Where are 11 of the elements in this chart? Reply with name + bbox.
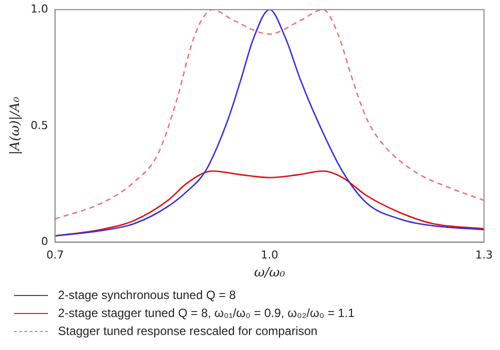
legend-label: 2-stage synchronous tuned Q = 8 (58, 288, 236, 302)
x-tick-label: 0.7 (46, 248, 64, 262)
legend-label: Stagger tuned response rescaled for comparison (58, 324, 318, 338)
x-tick-label: 1.0 (260, 248, 278, 262)
y-tick-label: 1.0 (30, 2, 48, 16)
y-tick-label: 0 (41, 235, 48, 248)
x-axis-title: ω/ω₀ (254, 266, 286, 281)
x-tick-label: 1.3 (475, 248, 493, 262)
legend-label: 2-stage stagger tuned Q = 8, ω₀₁/ω₀ = 0.9, ω₀₂/ω₀ = 1.1 (58, 306, 355, 320)
y-tick-label: 0.5 (30, 118, 48, 132)
y-axis-title: |A(ω)|/A₀ (8, 96, 24, 155)
